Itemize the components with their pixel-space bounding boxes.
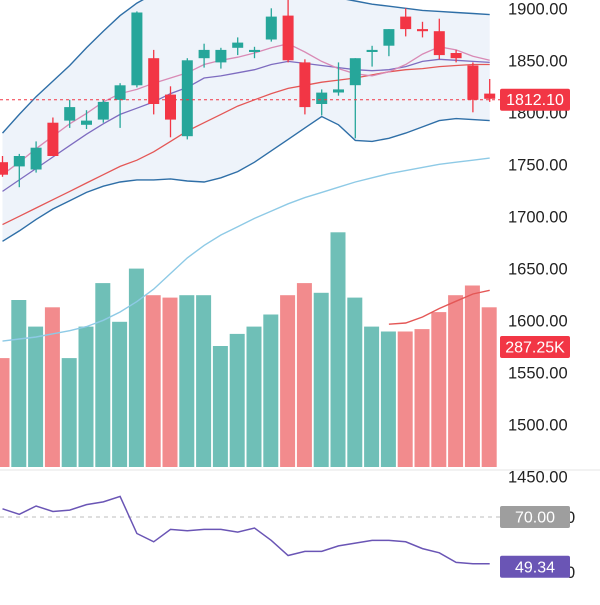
rsi-overbought-badge: 70.00	[515, 510, 555, 527]
volume-bar	[162, 297, 178, 467]
candle-body	[316, 92, 328, 104]
upper-band-line	[1, 0, 490, 134]
axis-badges: 1812.10 287.25K 70.00 49.34	[500, 88, 570, 578]
price-axis-tick-label: 1750.00	[508, 156, 568, 174]
price-axis-tick-label: 1700.00	[508, 208, 568, 226]
candle-body	[30, 147, 42, 170]
volume-bar	[330, 232, 346, 467]
rsi-pane	[0, 472, 600, 600]
price-axis-tick-label: 1500.00	[508, 416, 568, 434]
rsi-pane-bg	[0, 472, 600, 600]
volume-bar	[364, 326, 380, 467]
long-sma-line	[2, 157, 490, 342]
candle-body	[417, 29, 428, 32]
volume-value-badge: 287.25K	[505, 340, 565, 357]
volume-bar	[196, 295, 212, 467]
candle-body	[282, 15, 294, 61]
candle-body	[450, 53, 462, 59]
volume-bar	[380, 331, 396, 467]
volume-bar	[212, 346, 228, 467]
sma-purple-line	[2, 58, 490, 192]
volume-bar	[414, 329, 430, 467]
volume-bar	[95, 283, 111, 467]
rsi-axis-tick-label: 0	[566, 509, 575, 527]
volume-bar	[448, 295, 464, 467]
candle-body	[299, 62, 311, 108]
candle-body	[198, 49, 210, 59]
candle-body	[383, 29, 395, 46]
candle-body	[181, 60, 193, 137]
candle-body	[13, 156, 25, 167]
sma-red-line	[2, 63, 490, 226]
last-price-badge-bg	[500, 88, 570, 111]
volume-bar	[397, 331, 413, 467]
volume-bar	[78, 326, 94, 467]
sma-pink-line	[2, 43, 490, 176]
candle-body	[265, 16, 277, 40]
volume-layer	[0, 232, 497, 467]
price-axis-tick-label: 1850.00	[508, 52, 568, 70]
volume-value-badge-bg	[500, 336, 570, 358]
price-axis-tick-label: 1450.00	[508, 468, 568, 486]
candle-body	[215, 49, 227, 63]
volume-bar	[280, 295, 296, 467]
candle-body	[349, 58, 361, 86]
candle-body	[47, 122, 59, 156]
price-axis-tick-label: 1600.00	[508, 312, 568, 330]
volume-bar	[179, 295, 195, 467]
volume-bar	[61, 358, 77, 467]
candle-body	[64, 107, 76, 121]
rsi-value-badge-bg	[500, 555, 570, 578]
volume-bar	[128, 268, 144, 467]
candle-body	[148, 58, 160, 104]
candle-body	[97, 101, 109, 120]
candle-body	[165, 94, 176, 120]
candle-body	[131, 12, 143, 86]
rsi-axis-tick-label: 0	[566, 564, 575, 582]
volume-ma-line	[388, 289, 490, 325]
rsi-value-badge: 49.34	[515, 559, 555, 576]
candle-body	[467, 65, 479, 100]
volume-bar	[11, 300, 27, 467]
lower-band-line	[2, 115, 490, 242]
candle-body	[433, 31, 445, 56]
candle-body	[114, 85, 126, 100]
volume-bar	[229, 333, 245, 467]
rsi-overbought-badge-bg	[500, 506, 570, 528]
volume-bar	[112, 321, 128, 467]
candle-body	[0, 162, 8, 175]
last-price-badge: 1812.10	[506, 92, 564, 109]
volume-bar	[263, 314, 279, 467]
volume-bar	[313, 292, 329, 467]
volume-bar	[347, 297, 363, 467]
candlestick-layer	[0, 0, 496, 188]
candle-body	[333, 89, 344, 93]
volume-bar	[145, 295, 161, 467]
volume-bar	[28, 326, 44, 467]
rsi-line	[2, 495, 490, 565]
candle-body	[232, 42, 244, 48]
candle-body	[366, 49, 378, 52]
volume-bar	[246, 326, 262, 467]
price-axis-tick-label: 1650.00	[508, 260, 568, 278]
candle-body	[484, 93, 496, 99]
candle-body	[249, 49, 260, 52]
volume-bar	[44, 307, 60, 467]
volume-bar	[0, 358, 10, 467]
volume-bar	[481, 307, 497, 467]
band-layer	[1, 0, 490, 242]
candle-body	[400, 16, 412, 30]
price-axis-tick-label: 1900.00	[508, 0, 568, 18]
candle-body	[81, 120, 92, 125]
volume-bar	[296, 283, 312, 467]
volume-bar	[431, 312, 447, 467]
volume-bar	[464, 285, 480, 467]
price-axis-tick-label: 1550.00	[508, 364, 568, 382]
moving-average-layer	[2, 43, 490, 342]
price-axis[interactable]: 1900.001850.001800.001750.001700.001650.…	[508, 0, 575, 582]
